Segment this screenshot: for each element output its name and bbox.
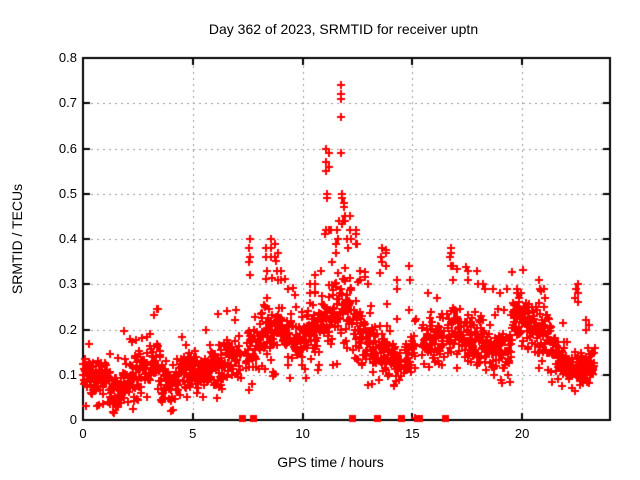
y-tick-label: 0 bbox=[69, 412, 77, 427]
y-tick-label: 0.2 bbox=[58, 321, 77, 337]
y-tick-label: 0.6 bbox=[58, 140, 77, 156]
y-axis-label: SRMTID / TECUs bbox=[9, 183, 25, 295]
x-axis-label: GPS time / hours bbox=[277, 454, 384, 470]
y-tick-label: 0.5 bbox=[58, 185, 77, 201]
chart-title: Day 362 of 2023, SRMTID for receiver upt… bbox=[208, 21, 479, 37]
y-tick-label: 0.4 bbox=[58, 231, 77, 246]
x-tick-label: 5 bbox=[189, 426, 197, 441]
x-tick-label: 0 bbox=[79, 426, 87, 441]
x-tick-label: 10 bbox=[295, 426, 310, 441]
y-tick-label: 0.3 bbox=[58, 276, 77, 292]
y-tick-label: 0.7 bbox=[58, 95, 77, 111]
x-tick-label: 20 bbox=[514, 426, 530, 441]
y-tick-label: 0.8 bbox=[58, 50, 77, 65]
x-tick-label: 15 bbox=[405, 426, 420, 441]
y-tick-label: 0.1 bbox=[58, 366, 77, 382]
